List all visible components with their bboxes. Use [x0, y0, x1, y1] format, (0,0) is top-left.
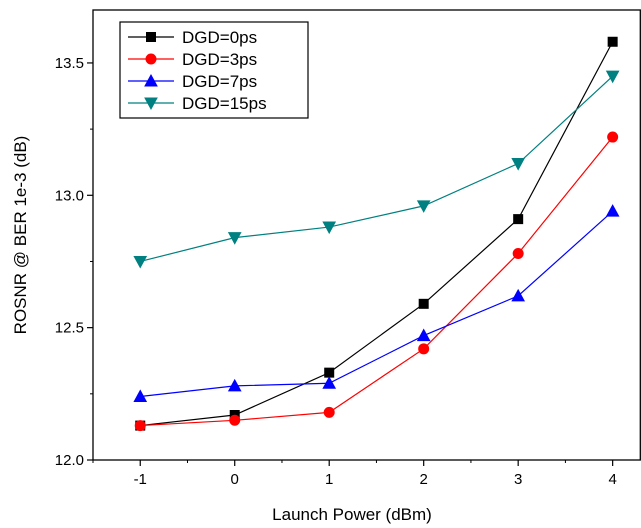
data-point — [607, 36, 618, 47]
data-point — [418, 298, 429, 309]
data-point — [512, 248, 524, 260]
legend-label: DGD=7ps — [182, 72, 257, 91]
legend-label: DGD=0ps — [182, 28, 257, 47]
legend-swatch-marker — [145, 53, 157, 65]
legend-swatch-marker — [144, 73, 158, 87]
data-point — [607, 131, 619, 143]
data-point — [227, 378, 242, 392]
data-point — [322, 376, 337, 389]
data-point — [605, 70, 620, 84]
x-axis-ticks: -1 0 1 2 3 4 — [92, 460, 617, 488]
data-point — [322, 221, 337, 235]
data-point — [227, 232, 242, 245]
data-point — [416, 328, 431, 342]
x-tick-label: 2 — [420, 471, 428, 488]
legend-swatch-marker — [144, 97, 158, 111]
data-point — [229, 414, 241, 426]
y-tick-label: 12.5 — [55, 320, 84, 337]
data-point — [133, 255, 148, 269]
legend-label: DGD=3ps — [182, 50, 257, 69]
series-line — [140, 210, 614, 398]
x-tick-label: 3 — [514, 471, 522, 488]
data-point — [134, 420, 146, 432]
data-point — [513, 214, 524, 225]
legend-label: DGD=15ps — [182, 94, 267, 113]
data-point — [133, 389, 148, 402]
series-line — [140, 41, 614, 427]
series-line — [140, 75, 614, 263]
y-axis-title: ROSNR @ BER 1e-3 (dB) — [11, 136, 30, 335]
data-point — [323, 406, 335, 418]
x-tick-label: 1 — [325, 471, 333, 488]
data-point — [416, 200, 431, 213]
y-tick-label: 13.0 — [55, 187, 84, 204]
y-tick-label: 13.5 — [55, 55, 84, 72]
data-point — [511, 288, 526, 302]
y-axis-ticks: 12.0 12.5 13.0 13.5 — [55, 55, 93, 469]
plot-markers — [133, 36, 620, 432]
x-tick-label: 4 — [608, 471, 616, 488]
y-tick-label: 12.0 — [55, 452, 84, 469]
x-axis-title: Launch Power (dBm) — [272, 505, 432, 524]
plot-frame — [92, 9, 641, 461]
series-line — [140, 136, 614, 427]
data-point — [418, 343, 430, 355]
plot-lines — [140, 41, 614, 427]
data-point — [324, 367, 335, 378]
x-tick-label: -1 — [134, 471, 147, 488]
legend: DGD=0ps DGD=3ps DGD=7ps DGD=15ps — [119, 21, 309, 119]
legend-swatch-marker — [146, 32, 156, 42]
data-point — [511, 158, 526, 171]
data-point — [605, 204, 620, 217]
x-tick-label: 0 — [231, 471, 239, 488]
